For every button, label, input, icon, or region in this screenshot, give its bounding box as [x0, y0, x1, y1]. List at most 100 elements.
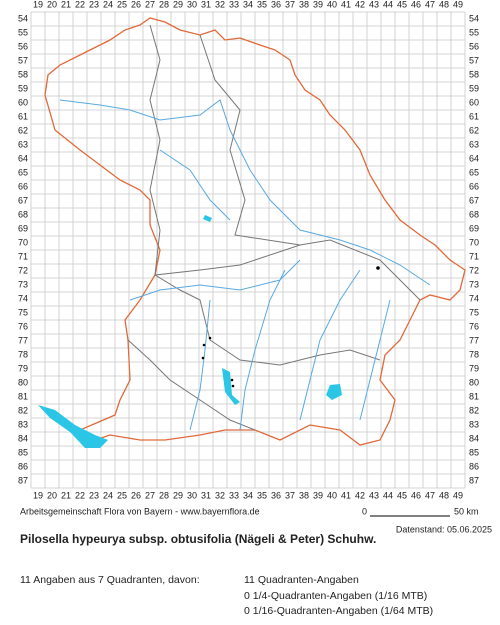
- column-label: 46: [411, 490, 421, 500]
- column-label: 24: [103, 490, 113, 500]
- row-label: 66: [469, 181, 479, 191]
- row-label: 80: [18, 377, 28, 387]
- row-label: 55: [469, 27, 479, 37]
- row-label: 72: [469, 265, 479, 275]
- column-label: 27: [145, 490, 155, 500]
- column-label: 20: [47, 490, 57, 500]
- row-label: 61: [18, 111, 28, 121]
- column-label: 28: [159, 0, 169, 9]
- row-label: 83: [18, 419, 28, 429]
- column-label: 36: [271, 490, 281, 500]
- column-label: 39: [313, 490, 323, 500]
- column-label: 28: [159, 490, 169, 500]
- row-label: 68: [18, 209, 28, 219]
- row-label: 87: [469, 475, 479, 485]
- detail: 0 1/16-Quadranten-Angaben (1/64 MTB): [244, 605, 433, 617]
- row-label: 64: [18, 153, 28, 163]
- row-label: 60: [18, 97, 28, 107]
- regions: [127, 24, 421, 431]
- occurrence-dot: [208, 336, 212, 340]
- row-label: 75: [18, 307, 28, 317]
- row-label: 57: [469, 55, 479, 65]
- row-label: 80: [469, 377, 479, 387]
- row-label: 68: [469, 209, 479, 219]
- row-label: 77: [18, 335, 28, 345]
- lakes: [38, 215, 342, 448]
- row-label: 67: [469, 195, 479, 205]
- column-label: 43: [369, 0, 379, 9]
- credit: Arbeitsgemeinschaft Flora von Bayern - w…: [20, 506, 260, 516]
- row-label: 84: [469, 433, 479, 443]
- row-label: 56: [469, 41, 479, 51]
- row-label: 78: [18, 349, 28, 359]
- occurrence-dot: [376, 266, 380, 270]
- column-label: 25: [117, 490, 127, 500]
- column-label: 36: [271, 0, 281, 9]
- row-label: 86: [18, 461, 28, 471]
- column-label: 26: [131, 0, 141, 9]
- scale-end: 50 km: [454, 506, 479, 516]
- column-label: 44: [383, 490, 393, 500]
- column-label: 22: [75, 0, 85, 9]
- column-label: 37: [285, 0, 295, 9]
- column-label: 41: [341, 490, 351, 500]
- row-label: 65: [18, 167, 28, 177]
- column-label: 33: [229, 0, 239, 9]
- row-label: 74: [18, 293, 28, 303]
- column-label: 37: [285, 490, 295, 500]
- row-label: 64: [469, 153, 479, 163]
- row-label: 63: [469, 139, 479, 149]
- row-label: 70: [18, 237, 28, 247]
- row-label: 77: [469, 335, 479, 345]
- column-label: 31: [201, 490, 211, 500]
- row-label: 70: [469, 237, 479, 247]
- row-label: 71: [469, 251, 479, 261]
- column-label: 26: [131, 490, 141, 500]
- column-label: 31: [201, 0, 211, 9]
- column-label: 47: [425, 490, 435, 500]
- row-label: 54: [18, 13, 28, 23]
- column-label: 32: [215, 0, 225, 9]
- column-label: 23: [89, 490, 99, 500]
- row-label: 59: [469, 83, 479, 93]
- row-label: 69: [469, 223, 479, 233]
- column-label: 35: [257, 490, 267, 500]
- column-label: 30: [187, 490, 197, 500]
- column-label: 42: [355, 0, 365, 9]
- row-label: 69: [18, 223, 28, 233]
- occurrence-dot: [201, 356, 205, 360]
- column-label: 40: [327, 0, 337, 9]
- row-label: 58: [18, 69, 28, 79]
- row-label: 72: [18, 265, 28, 275]
- column-label: 33: [229, 490, 239, 500]
- row-label: 87: [18, 475, 28, 485]
- column-label: 23: [89, 0, 99, 9]
- column-label: 32: [215, 490, 225, 500]
- row-label: 61: [469, 111, 479, 121]
- row-label: 56: [18, 41, 28, 51]
- row-label: 84: [18, 433, 28, 443]
- row-label: 59: [18, 83, 28, 93]
- column-label: 38: [299, 490, 309, 500]
- rivers: [59, 99, 431, 431]
- row-label: 67: [18, 195, 28, 205]
- row-label: 65: [469, 167, 479, 177]
- row-label: 75: [469, 307, 479, 317]
- column-label: 44: [383, 0, 393, 9]
- column-label: 45: [397, 490, 407, 500]
- column-label: 42: [355, 490, 365, 500]
- row-label: 73: [18, 279, 28, 289]
- column-label: 29: [173, 490, 183, 500]
- column-label: 19: [33, 490, 43, 500]
- column-label: 48: [439, 0, 449, 9]
- column-label: 40: [327, 490, 337, 500]
- column-label: 29: [173, 0, 183, 9]
- column-label: 20: [47, 0, 57, 9]
- row-label: 82: [18, 405, 28, 415]
- row-label: 63: [18, 139, 28, 149]
- column-label: 49: [453, 0, 463, 9]
- bavaria-outline: [44, 17, 466, 446]
- row-label: 81: [469, 391, 479, 401]
- column-label: 48: [439, 490, 449, 500]
